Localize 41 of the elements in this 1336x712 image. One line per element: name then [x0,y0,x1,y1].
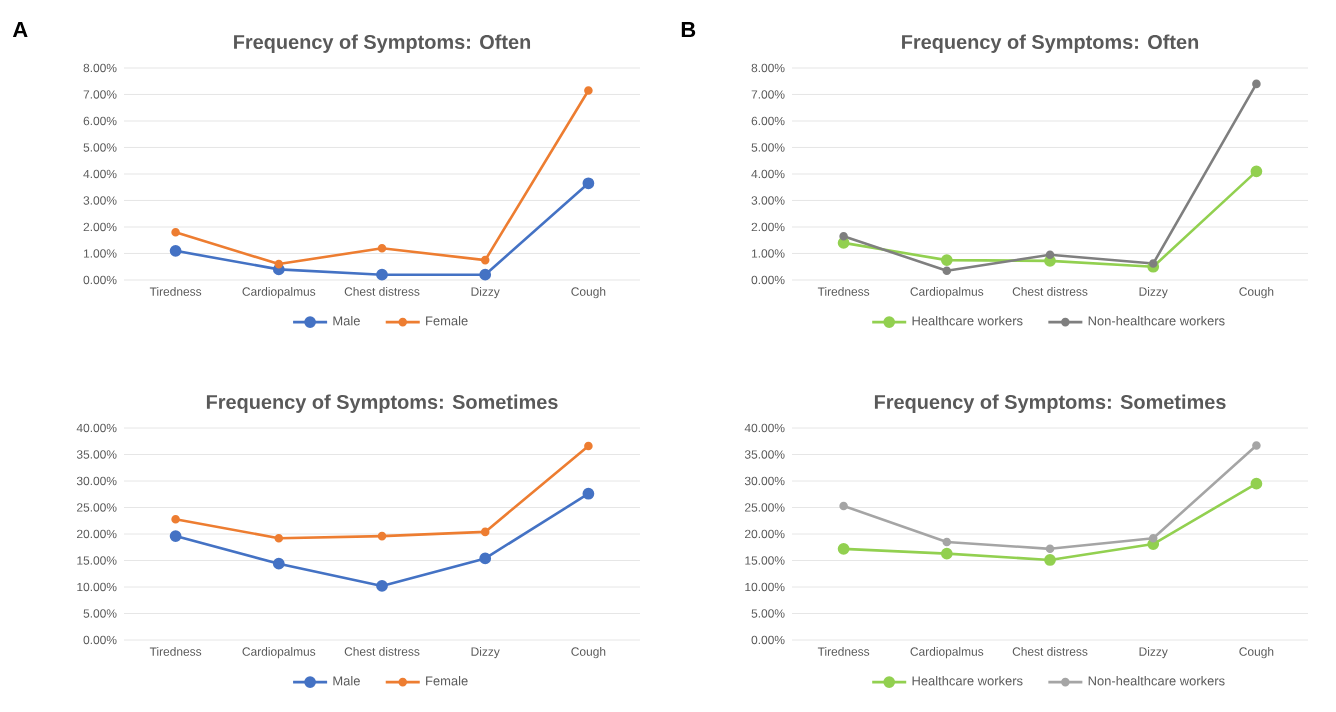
point [839,231,848,241]
point [376,580,388,592]
point [480,527,490,537]
point [1252,79,1261,89]
point [837,542,850,555]
chart-title: Frequency of Symptoms: Often [234,34,531,53]
point [940,254,953,266]
point [1045,544,1055,554]
point [942,537,952,547]
point [171,228,180,237]
point [171,514,180,524]
point [582,487,595,500]
point [582,177,595,190]
point [376,268,388,281]
point [272,557,285,570]
point [1250,165,1263,178]
point [479,268,492,281]
point [584,86,593,95]
point [942,266,952,276]
chart-title: Frequency of Symptoms: Sometimes [206,394,558,413]
point [274,259,284,269]
point [584,441,593,451]
chart-title: Frequency of Symptoms: Sometimes [874,394,1226,413]
point [169,530,182,542]
point [1250,477,1263,490]
point [1045,250,1055,260]
point [377,531,387,541]
point [169,244,182,257]
point [479,552,492,565]
point [1148,533,1158,543]
point [480,255,490,265]
point [1044,554,1056,566]
point [1252,441,1261,450]
point [274,533,284,543]
text: A [12,22,28,38]
chart-title: Frequency of Symptoms: Often [902,34,1199,53]
point [377,243,387,253]
point [839,501,848,511]
point [940,547,953,560]
text: B [681,22,696,38]
point [1148,259,1158,268]
